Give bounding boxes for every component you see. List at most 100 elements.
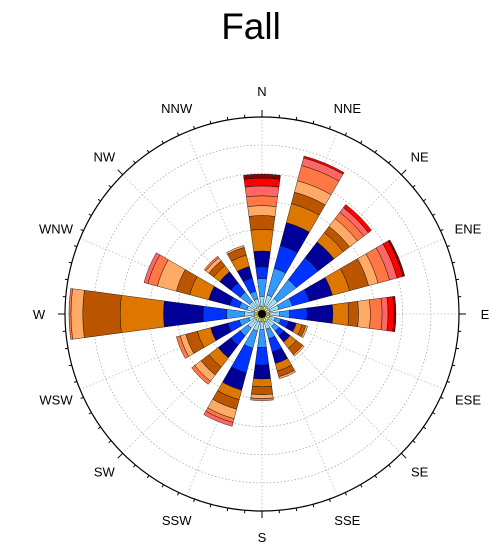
wedge-se-bin-7 [292, 344, 305, 357]
ring-tick [64, 347, 69, 350]
ring-tick [374, 475, 378, 479]
ring-tick [455, 278, 460, 281]
wedge-e-bin-10 [386, 296, 395, 332]
wedge-e-bin-6 [347, 301, 359, 327]
wedge-n-bin-8 [246, 195, 278, 207]
direction-label-e: E [481, 307, 490, 322]
ring-tick [80, 229, 84, 232]
ring-tick [88, 412, 92, 415]
wedge-e-bin-2 [279, 310, 290, 318]
ring-tick [452, 364, 456, 367]
ring-tick [388, 160, 391, 164]
wedge-n-bin-9 [244, 185, 280, 198]
ring-tick [68, 364, 72, 367]
wedge-s-bin-5 [252, 378, 272, 388]
ring-tick [80, 396, 84, 399]
wedge-w-bin-1 [244, 311, 255, 317]
ring-tick [400, 452, 407, 459]
wedge-e-bin-9 [380, 297, 389, 331]
wedge-e-bin-1 [269, 311, 280, 317]
wedge-s-bin-4 [253, 364, 271, 380]
ring-tick [108, 440, 112, 443]
wedge-e-bin-3 [289, 307, 308, 321]
ring-tick [423, 198, 427, 202]
ring-tick [64, 278, 69, 281]
wedge-n-bin-5 [250, 229, 274, 252]
wedge-ssw-bin-9 [203, 410, 234, 427]
ring-tick [209, 120, 212, 124]
wedge-n-bin-7 [247, 205, 277, 217]
direction-label-ne: NE [411, 149, 429, 164]
ring-tick [73, 245, 78, 248]
ring-tick [97, 198, 101, 202]
ring-tick [446, 245, 451, 248]
wedge-sw-bin-8 [191, 365, 211, 385]
ring-tick [117, 452, 124, 459]
wedge-n-bin-2 [257, 278, 267, 297]
wedge-s-bin-1 [259, 321, 265, 330]
wedge-nnw-bin-7 [226, 245, 245, 255]
wedge-w-bin-7 [70, 288, 85, 340]
wedge-e-bin-8 [369, 297, 383, 331]
ring-tick [161, 484, 164, 488]
wedge-wnw-bin-9 [143, 252, 161, 284]
ring-tick [226, 116, 229, 121]
ring-tick [193, 125, 196, 130]
direction-label-se: SE [411, 465, 429, 480]
direction-label-n: N [257, 84, 266, 99]
ring-tick [193, 498, 196, 503]
wedge-ene-bin-11 [387, 239, 406, 277]
ring-tick [440, 396, 444, 399]
ring-tick [312, 504, 315, 508]
ring-tick [146, 475, 150, 479]
direction-label-wsw: WSW [39, 392, 73, 407]
ring-tick [209, 504, 212, 508]
direction-label-nw: NW [93, 149, 115, 164]
wedge-w-bin-4 [163, 300, 204, 328]
wedge-e-bin-11 [392, 296, 397, 332]
direction-label-nne: NNE [334, 101, 362, 116]
direction-label-wnw: WNW [39, 222, 74, 237]
ring-tick [344, 492, 347, 496]
ring-tick [68, 261, 72, 264]
wind-wedges [68, 155, 406, 427]
ring-tick [360, 140, 363, 144]
wedge-w-bin-3 [202, 305, 228, 323]
wedge-n-bin-6 [248, 215, 276, 231]
ring-tick [108, 185, 112, 188]
ring-tick [295, 116, 298, 121]
direction-label-w: W [33, 307, 46, 322]
direction-label-ese: ESE [455, 392, 481, 407]
ring-tick [312, 120, 315, 124]
wedge-s-bin-3 [255, 346, 269, 366]
wedge-n-bin-1 [259, 296, 265, 307]
ring-tick [177, 492, 180, 496]
ring-tick [117, 169, 124, 176]
ring-tick [328, 125, 331, 130]
wedge-wsw-bin-8 [176, 335, 189, 359]
wedge-n-bin-3 [255, 266, 269, 280]
direction-label-ssw: SSW [162, 513, 192, 528]
direction-labels: N NNE NE ENE E ESE SE SSE S SSW SW WSW W WNW NW NNW [33, 84, 490, 545]
ring-tick [146, 149, 150, 153]
ring-tick [295, 507, 298, 512]
wedge-ese-bin-7 [300, 325, 308, 338]
ring-tick [423, 426, 427, 430]
direction-label-nnw: NNW [161, 101, 193, 116]
wedge-s-bin-2 [257, 329, 267, 348]
ring-tick [133, 464, 136, 468]
wedge-e-bin-7 [357, 299, 371, 329]
chart-title: Fall [221, 6, 281, 47]
ring-tick [400, 169, 407, 176]
ring-tick [344, 132, 347, 136]
ring-tick [73, 380, 78, 383]
ring-tick [432, 213, 436, 216]
ring-tick [97, 426, 101, 430]
ring-tick [432, 412, 436, 415]
ring-tick [226, 507, 229, 512]
ring-tick [88, 213, 92, 216]
direction-label-s: S [258, 530, 267, 545]
wedge-n-bin-11 [243, 173, 281, 180]
wedge-e-bin-5 [332, 302, 349, 326]
wedge-s-bin-8 [250, 397, 274, 401]
